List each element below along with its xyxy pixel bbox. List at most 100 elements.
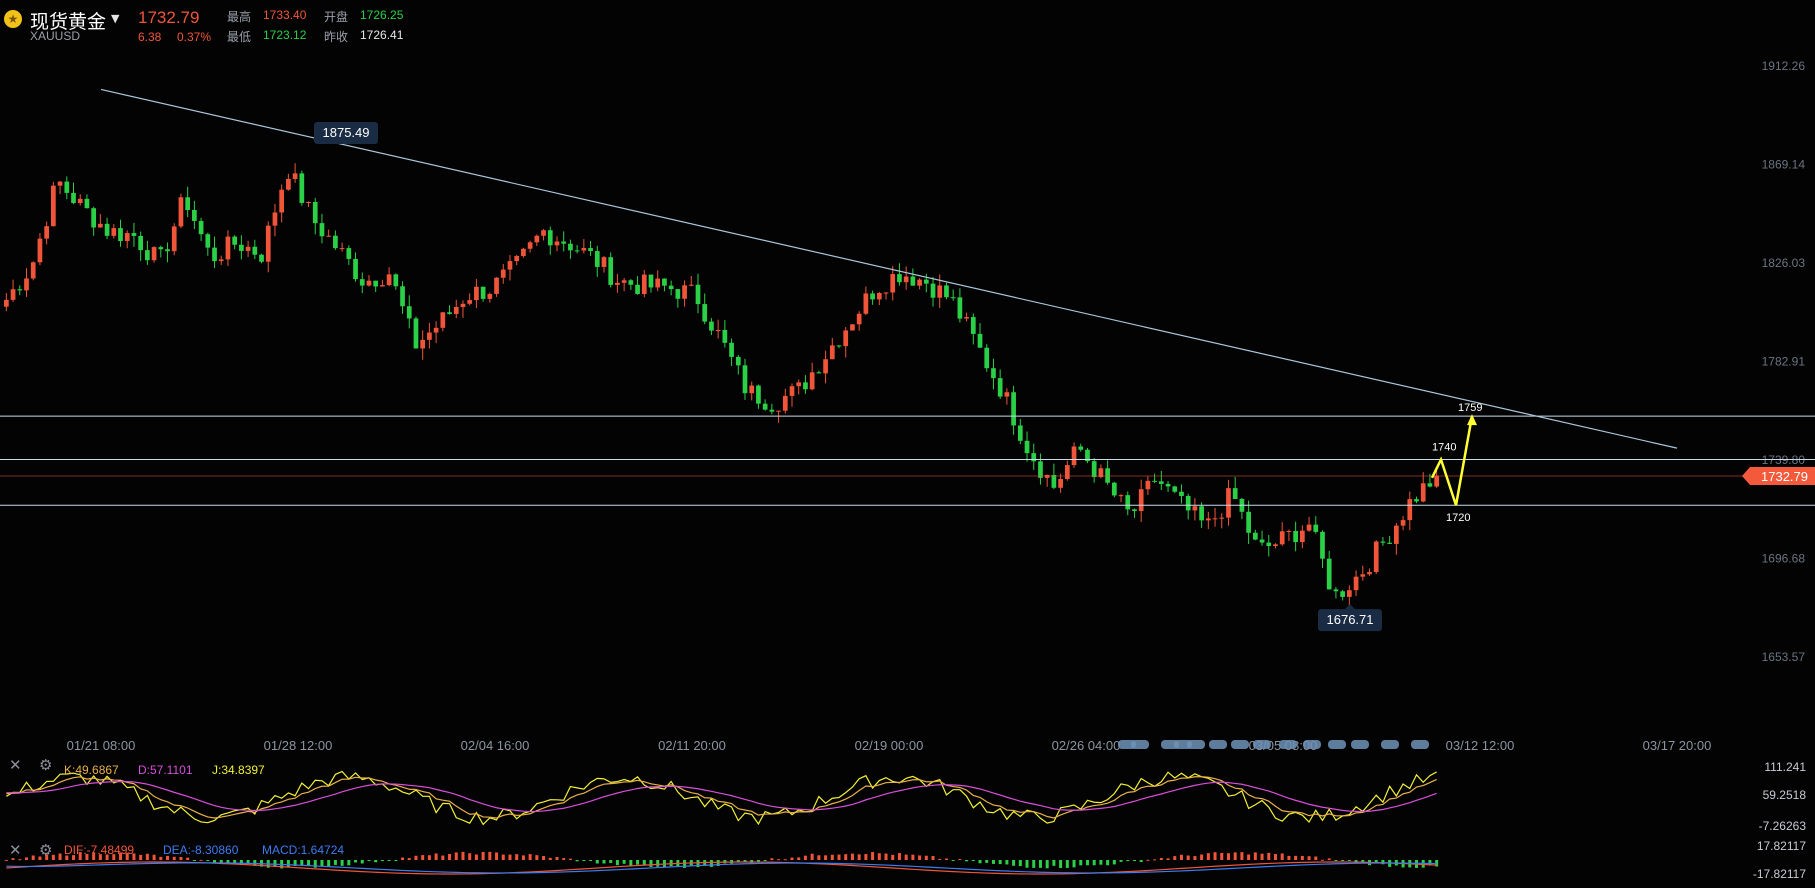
close-icon[interactable]: ✕	[9, 841, 22, 859]
x-tick-label: 01/21 08:00	[67, 738, 136, 753]
candle-body	[98, 223, 103, 228]
macd-bar	[1052, 860, 1056, 866]
candle-body	[903, 276, 909, 283]
macd-bar	[1220, 852, 1224, 860]
macd-bar	[448, 853, 452, 860]
candle-body	[91, 208, 97, 228]
candle-body	[1232, 488, 1238, 499]
chevron-down-icon[interactable]: ▼	[111, 12, 120, 25]
candle-body	[628, 280, 634, 285]
candle-body	[507, 261, 513, 270]
macd-bar	[535, 855, 539, 860]
candle-body	[151, 247, 157, 261]
candle-body	[957, 297, 963, 319]
macd-bar	[1193, 856, 1197, 860]
high-label: 最高	[227, 10, 252, 24]
event-marker	[1411, 740, 1429, 749]
candle-body	[594, 251, 600, 267]
y-tick-label: 1912.26	[1762, 59, 1806, 73]
high-callout-box	[314, 122, 378, 145]
candle-body	[574, 250, 580, 252]
macd-bar	[790, 857, 794, 860]
candle-body	[897, 274, 902, 283]
candle-body	[339, 248, 345, 250]
candle-body	[158, 247, 164, 250]
candle-body	[480, 286, 486, 299]
candle-body	[1414, 499, 1419, 502]
candle-body	[1199, 506, 1204, 521]
macd-bar	[884, 853, 888, 860]
candle-body	[742, 365, 748, 394]
macd-bar	[414, 855, 418, 860]
close-icon[interactable]: ✕	[9, 756, 22, 774]
candle-body	[527, 242, 533, 249]
candle-body	[24, 278, 29, 291]
macd-bar	[1240, 852, 1244, 860]
macd-bar	[924, 855, 928, 860]
candle-body	[487, 293, 493, 299]
candle-body	[1219, 517, 1225, 519]
macd-bar	[971, 860, 975, 861]
candle-body	[185, 197, 191, 210]
macd-bar	[542, 856, 546, 860]
candle-body	[514, 256, 520, 262]
candle-body	[729, 342, 734, 357]
macd-bar	[1079, 860, 1083, 866]
candle-body	[1085, 449, 1090, 462]
macd-bar	[1186, 855, 1190, 860]
candle-body	[1387, 542, 1392, 544]
candle-body	[104, 223, 110, 236]
macd-bar	[985, 860, 989, 863]
macd-bar	[1334, 860, 1338, 861]
macd-bar	[857, 854, 861, 860]
macd-bar	[1038, 860, 1042, 868]
macd-bar	[354, 860, 358, 863]
forecast-path	[1430, 415, 1474, 506]
candle-body	[615, 282, 620, 285]
candle-body	[836, 345, 842, 347]
candle-body	[883, 292, 889, 294]
macd-bar	[1012, 860, 1016, 866]
macd-bar	[1374, 860, 1378, 864]
macd-dea-value: DEA:-8.30860	[163, 843, 239, 857]
candle-body	[77, 198, 83, 203]
settings-icon[interactable]: ⚙	[39, 841, 53, 859]
symbol-name[interactable]: 现货黄金	[30, 11, 107, 33]
candle-body	[1380, 541, 1386, 543]
candle-body	[803, 382, 808, 390]
low-label: 最低	[227, 30, 252, 44]
candle-body	[1004, 392, 1010, 397]
macd-bar	[911, 854, 915, 860]
candle-body	[541, 230, 546, 236]
candle-body	[453, 306, 459, 314]
candle-body	[648, 274, 654, 288]
low-callout-label: 1676.71	[1327, 612, 1374, 627]
macd-bar	[1314, 856, 1318, 860]
candle-body	[138, 235, 144, 251]
macd-bar	[1045, 860, 1049, 869]
candle-body	[37, 238, 43, 263]
macd-bar	[85, 853, 89, 860]
macd-bar	[609, 860, 613, 863]
macd-bar	[602, 860, 606, 864]
event-marker	[1303, 740, 1321, 749]
macd-bar	[1428, 860, 1432, 866]
y-tick-label: 1696.68	[1762, 552, 1806, 566]
macd-bar	[1273, 854, 1277, 860]
candle-body	[762, 403, 768, 410]
current-price-tag	[1742, 467, 1815, 486]
candle-body	[111, 228, 117, 236]
macd-bar	[1106, 860, 1110, 866]
settings-icon[interactable]: ⚙	[39, 756, 53, 774]
candle-body	[964, 317, 969, 319]
macd-bar	[1126, 860, 1130, 861]
candle-body	[937, 285, 943, 298]
price-change-percent: 0.37%	[177, 30, 212, 44]
macd-bar	[31, 855, 35, 860]
candle-body	[1064, 465, 1070, 480]
macd-bar	[965, 860, 969, 862]
candle-body	[1118, 495, 1124, 497]
x-tick-label: 02/26 04:00	[1052, 738, 1121, 753]
macd-bar	[528, 854, 532, 860]
